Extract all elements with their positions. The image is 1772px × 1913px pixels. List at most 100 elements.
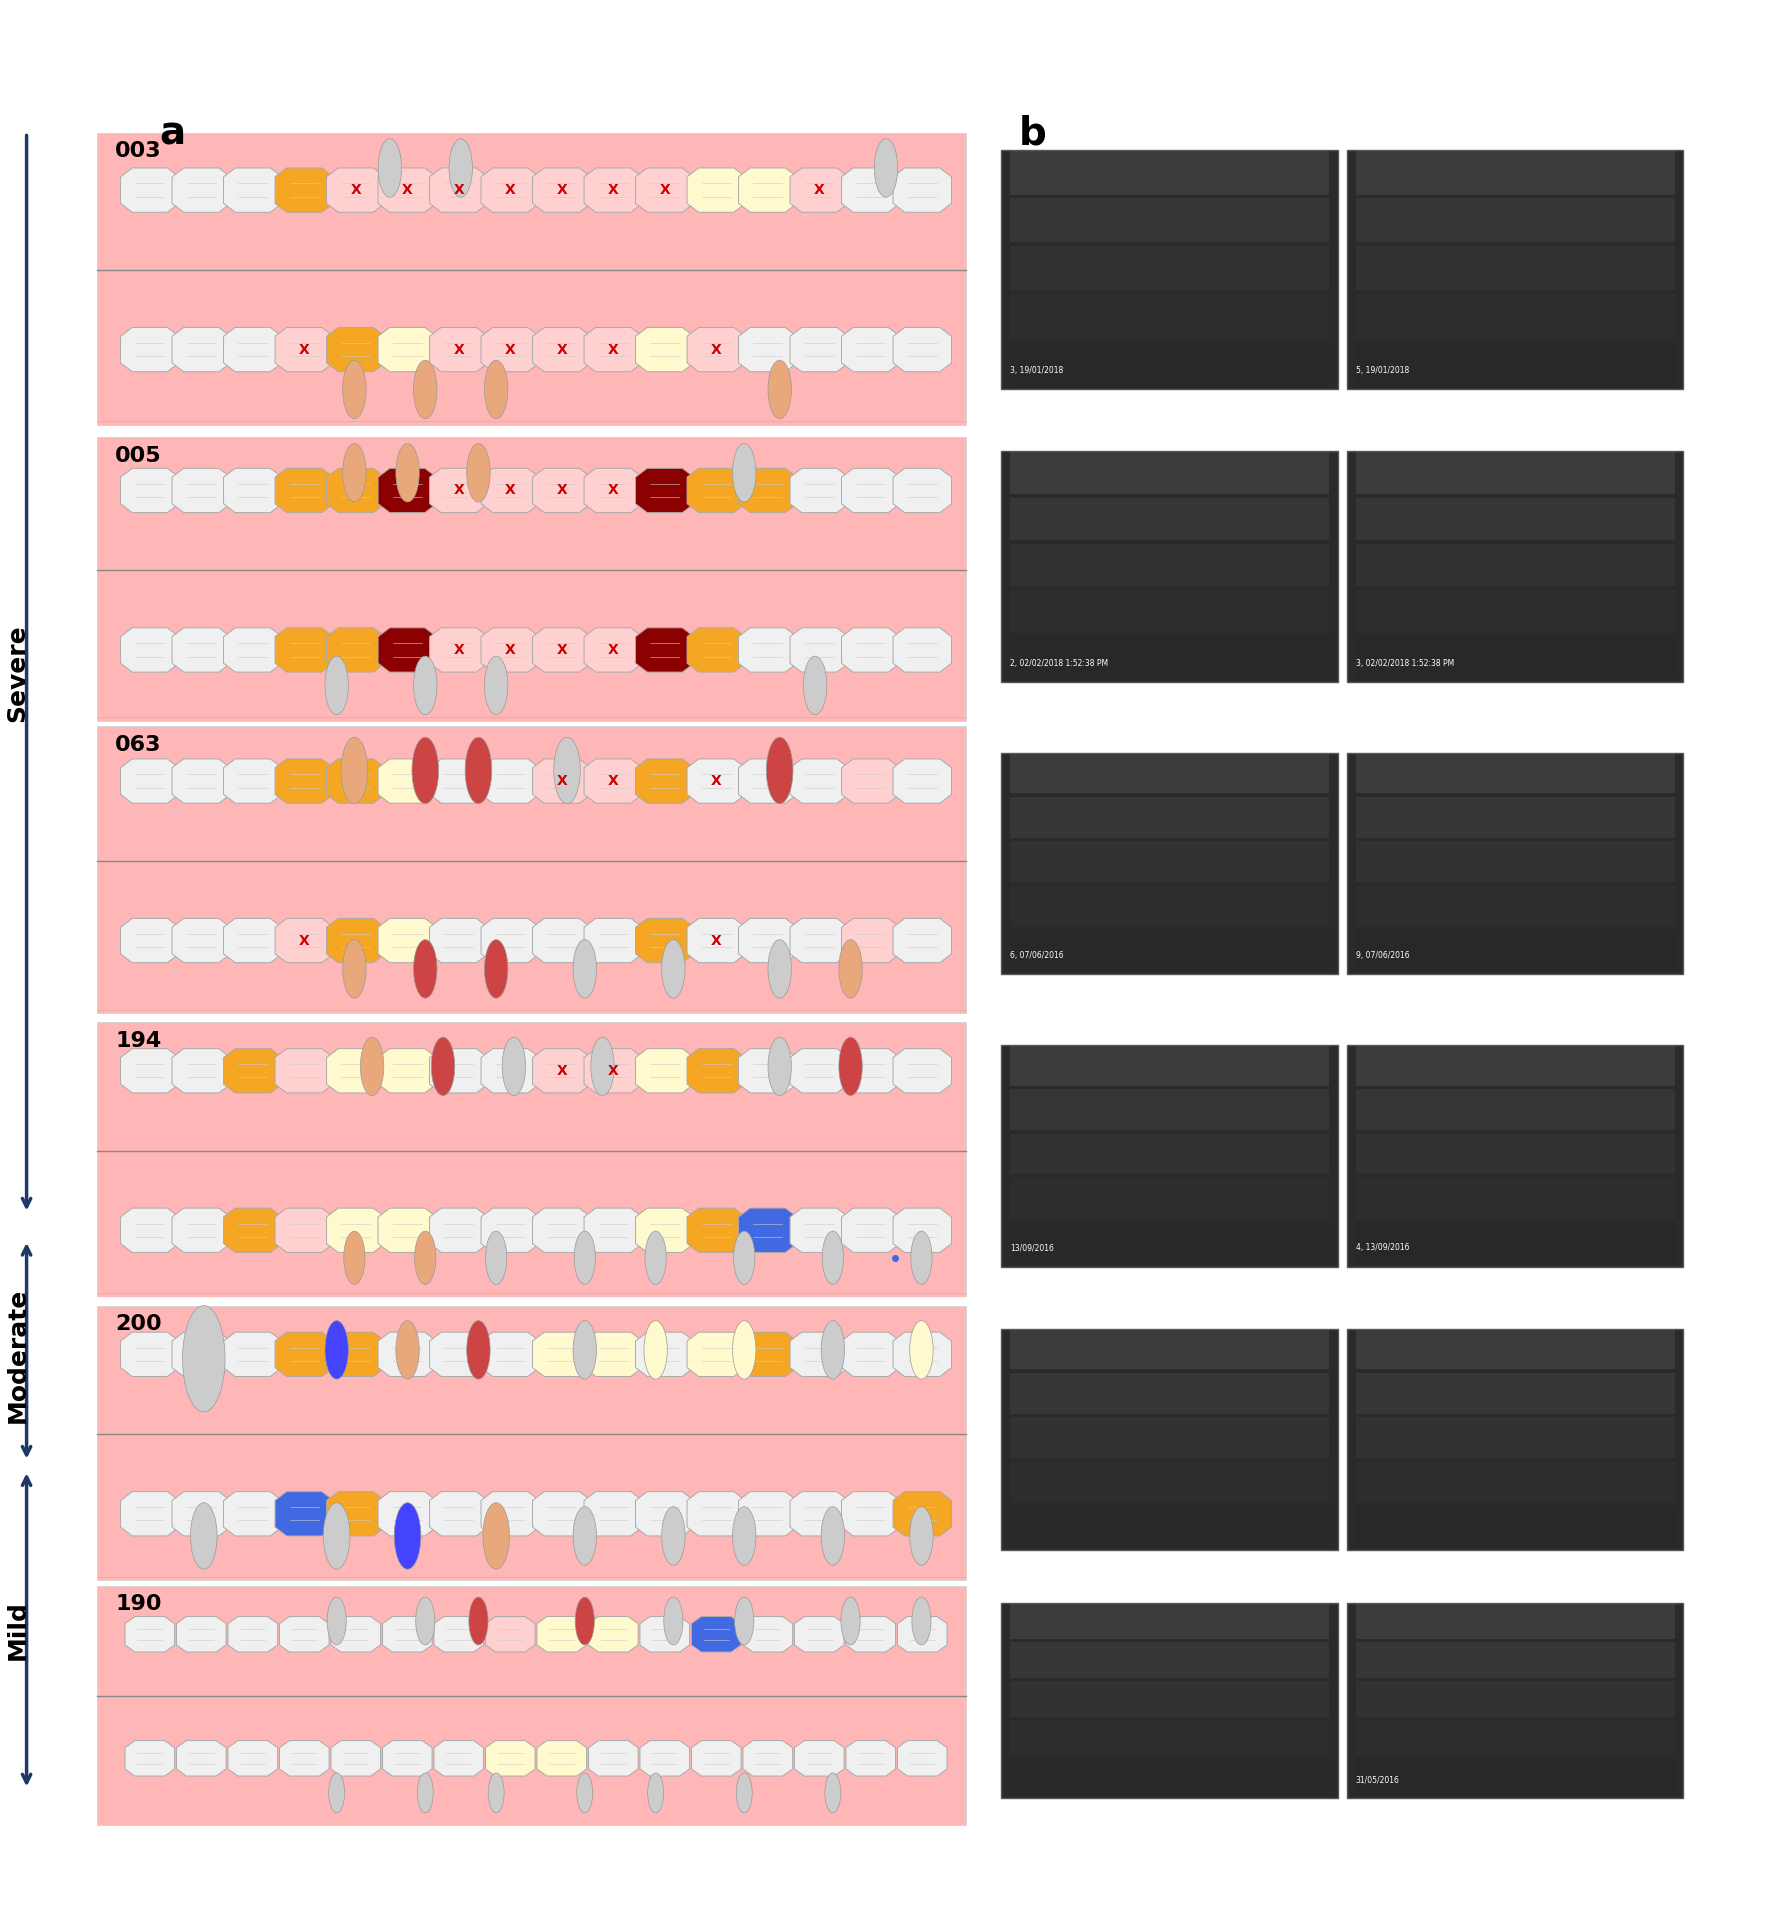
Polygon shape [326,627,385,671]
Polygon shape [229,1616,278,1653]
Polygon shape [429,1331,487,1377]
Text: 3, 02/02/2018 1:52:38 PM: 3, 02/02/2018 1:52:38 PM [1356,658,1453,668]
Polygon shape [480,759,539,803]
Text: 3, 19/01/2018: 3, 19/01/2018 [1010,365,1063,375]
Bar [1010,1506,1329,1546]
Text: X: X [608,184,618,197]
Polygon shape [172,168,230,212]
Polygon shape [280,1616,330,1653]
Ellipse shape [342,444,367,501]
Polygon shape [842,1209,900,1253]
Bar [1356,543,1675,585]
Polygon shape [275,1492,333,1536]
Bar [1356,199,1675,243]
Polygon shape [326,918,385,962]
Polygon shape [537,1616,587,1653]
Bar [1356,886,1675,926]
Polygon shape [739,168,797,212]
Polygon shape [377,1048,436,1092]
Bar [1347,752,1683,974]
Text: X: X [454,484,464,497]
Polygon shape [377,759,436,803]
Ellipse shape [470,1597,487,1645]
Polygon shape [223,627,282,671]
Polygon shape [275,918,333,962]
Text: 003: 003 [115,142,161,161]
Bar [1010,798,1329,838]
Bar [1356,497,1675,539]
Polygon shape [429,759,487,803]
Polygon shape [326,1331,385,1377]
Bar [97,438,966,721]
Polygon shape [739,918,797,962]
Polygon shape [842,469,900,513]
Ellipse shape [732,1507,757,1565]
Ellipse shape [324,656,349,715]
Polygon shape [790,759,849,803]
Polygon shape [486,1616,535,1653]
Bar [1356,1641,1675,1678]
Ellipse shape [909,1320,934,1379]
Ellipse shape [324,1320,349,1379]
Polygon shape [739,1209,797,1253]
Polygon shape [326,1209,385,1253]
Ellipse shape [820,1320,845,1379]
Polygon shape [120,1331,179,1377]
Ellipse shape [874,140,898,197]
Polygon shape [636,1492,695,1536]
Bar [1347,1330,1683,1550]
Polygon shape [120,918,179,962]
Ellipse shape [464,737,493,803]
Ellipse shape [466,444,491,501]
Polygon shape [331,1616,381,1653]
Polygon shape [893,918,952,962]
Bar [1010,1418,1329,1458]
Polygon shape [120,1492,179,1536]
Polygon shape [120,168,179,212]
Polygon shape [585,918,643,962]
Polygon shape [739,759,797,803]
Text: X: X [454,184,464,197]
Polygon shape [172,918,230,962]
Polygon shape [790,1048,849,1092]
Text: X: X [556,1064,567,1077]
Text: 4, 13/09/2016: 4, 13/09/2016 [1356,1243,1409,1253]
Polygon shape [533,759,592,803]
Polygon shape [326,327,385,371]
Bar [1010,1044,1329,1087]
Ellipse shape [395,444,420,501]
Ellipse shape [501,1037,526,1096]
Ellipse shape [911,1232,932,1284]
Polygon shape [480,1331,539,1377]
Polygon shape [480,1048,539,1092]
Ellipse shape [576,1597,594,1645]
Polygon shape [480,1209,539,1253]
Bar [97,1305,966,1580]
Polygon shape [585,1492,643,1536]
Text: 6, 07/06/2016: 6, 07/06/2016 [1010,951,1063,960]
Bar [97,132,966,425]
Bar [1010,635,1329,679]
Text: X: X [608,342,618,356]
Polygon shape [177,1741,227,1775]
Polygon shape [326,168,385,212]
Polygon shape [636,469,695,513]
Ellipse shape [448,140,473,197]
Polygon shape [842,627,900,671]
Ellipse shape [661,1507,686,1565]
Polygon shape [588,1616,638,1653]
Polygon shape [177,1616,227,1653]
Bar [1356,1720,1675,1756]
Polygon shape [172,1331,230,1377]
Ellipse shape [913,1597,930,1645]
Polygon shape [223,1209,282,1253]
Polygon shape [172,627,230,671]
Ellipse shape [415,1232,436,1284]
Text: X: X [351,184,361,197]
Polygon shape [280,1741,330,1775]
Ellipse shape [767,939,792,999]
Bar [1356,1374,1675,1414]
Polygon shape [172,1209,230,1253]
Bar [1010,930,1329,970]
Polygon shape [533,168,592,212]
